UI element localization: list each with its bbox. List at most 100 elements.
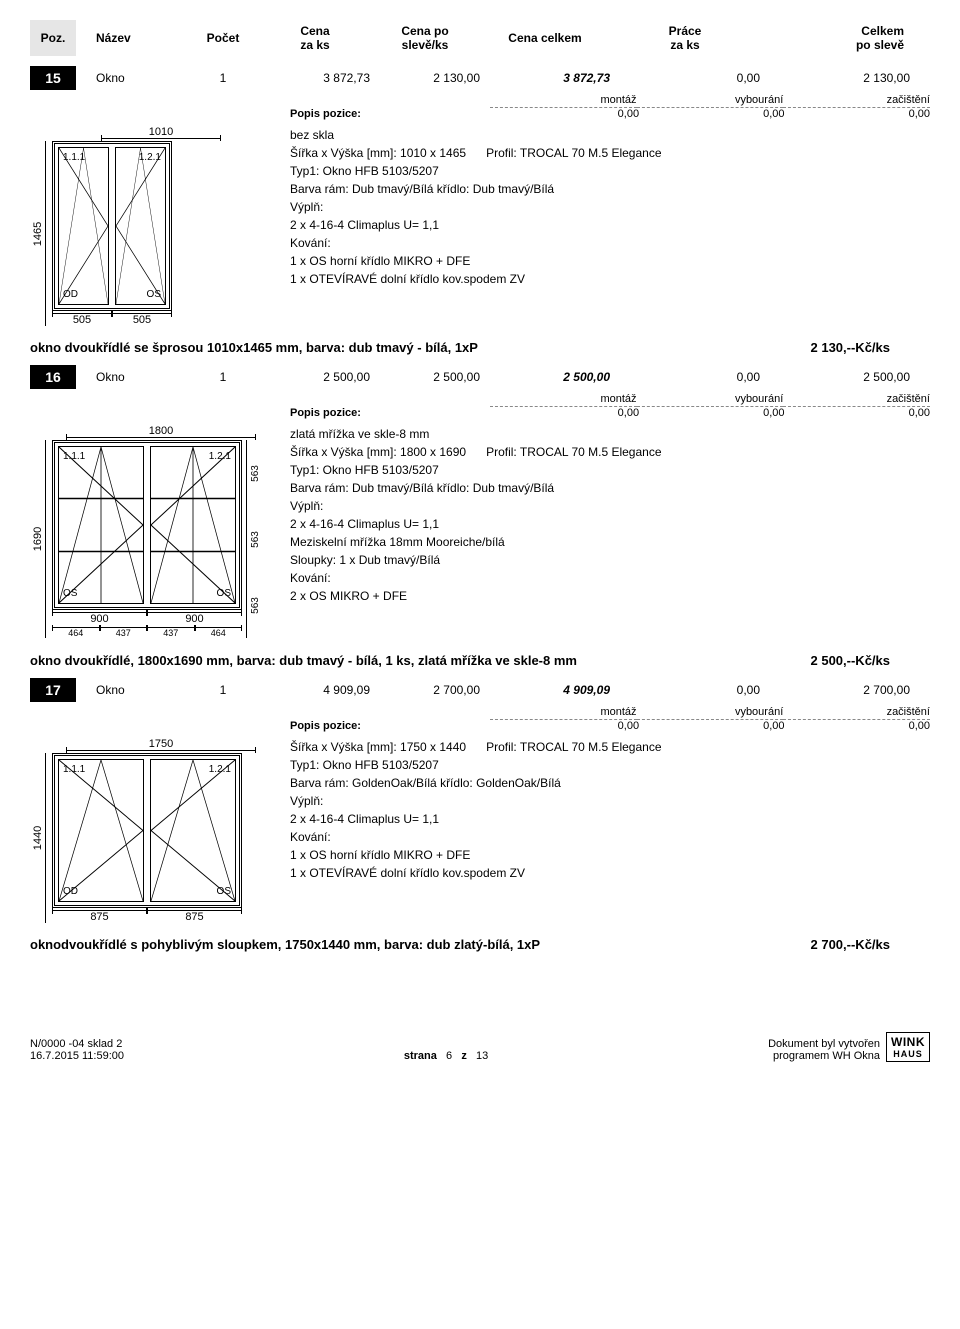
label-montaz: montáž: [490, 94, 637, 108]
desc-size: Šířka x Výška [mm]: 1010 x 1465: [290, 146, 466, 160]
desc-vypln-h: Výplň:: [290, 792, 930, 810]
footer-pagenum: strana 6 z 13: [404, 1050, 488, 1062]
sash-right: 1.2.1 OS: [150, 759, 236, 902]
sub-values-row: Popis pozice: 0,00 0,00 0,00: [30, 720, 930, 732]
hdr-line: Práce: [612, 24, 758, 38]
window-lines-icon: [59, 148, 108, 304]
window-frame-icon: 1.1.1 OD 1.2.1 OS: [52, 141, 172, 311]
position-badge: 17: [30, 678, 76, 702]
desc-size-row: Šířka x Výška [mm]: 1750 x 1440 Profil: …: [290, 738, 930, 756]
item-price-unit: 3 872,73: [260, 71, 370, 85]
desc-pre: bez skla: [290, 126, 930, 144]
dim-grille-bottom: 464: [195, 627, 243, 638]
label-vybourani: vybourání: [637, 393, 784, 407]
sash-code: 1.2.1: [139, 152, 161, 163]
desc-typ: Typ1: Okno HFB 5103/5207: [290, 461, 930, 479]
table-header: Poz. Název Počet Cena za ks Cena po slev…: [30, 20, 930, 56]
sub-values-row: Popis pozice: 0,00 0,00 0,00: [30, 407, 930, 419]
label-montaz: montáž: [490, 706, 637, 720]
sash-left: 1.1.1 OD: [58, 759, 144, 902]
summary-text: okno dvoukřídlé se šprosou 1010x1465 mm,…: [30, 340, 478, 355]
item-name: Okno: [76, 370, 186, 384]
page-current: 6: [446, 1050, 452, 1062]
item-body: 1010 1465 1.1.1 OD: [30, 126, 930, 326]
hdr-line: slevě/ks: [372, 38, 478, 52]
dim-bottom: 900: [52, 612, 147, 625]
sub-labels-row: montáž vybourání začištění: [30, 706, 930, 720]
desc-profil: Profil: TROCAL 70 M.5 Elegance: [486, 445, 661, 459]
grille-seg: 563: [246, 506, 264, 572]
page-footer: N/0000 -04 sklad 2 16.7.2015 11:59:00 st…: [0, 1032, 960, 1074]
desc-size: Šířka x Výška [mm]: 1800 x 1690: [290, 445, 466, 459]
logo-icon: WINK HAUS: [886, 1032, 930, 1062]
item-row: 15 Okno 1 3 872,73 2 130,00 3 872,73 0,0…: [30, 66, 930, 355]
item-summary: oknodvoukřídlé s pohyblivým sloupkem, 17…: [30, 937, 930, 952]
hdr-cena-ks: Cena za ks: [260, 20, 370, 56]
hdr-line: po slevě: [762, 38, 904, 52]
val-montaz: 0,00: [494, 108, 639, 120]
val-montaz: 0,00: [494, 407, 639, 419]
window-diagram: 1750 1440 1.1.1 OD: [30, 738, 270, 923]
label-vybourani: vybourání: [637, 706, 784, 720]
sash-type: OS: [147, 289, 161, 300]
dim-bottom: 900: [147, 612, 242, 625]
desc-typ: Typ1: Okno HFB 5103/5207: [290, 756, 930, 774]
grille-seg: 563: [246, 440, 264, 506]
val-vybourani: 0,00: [639, 720, 784, 732]
item-header-row: 16 Okno 1 2 500,00 2 500,00 2 500,00 0,0…: [30, 365, 930, 389]
item-price-total: 3 872,73: [480, 71, 610, 85]
dim-left: 1465: [32, 141, 46, 326]
sub-values-row: Popis pozice: 0,00 0,00 0,00: [30, 108, 930, 120]
sub-labels-row: montáž vybourání začištění: [30, 393, 930, 407]
dim-bottom: 875: [52, 910, 147, 923]
desc-vypln-h: Výplň:: [290, 198, 930, 216]
item-price-discount: 2 500,00: [370, 370, 480, 384]
dim-left: 1440: [32, 753, 46, 923]
item-description: zlatá mřížka ve skle-8 mm Šířka x Výška …: [270, 425, 930, 639]
dim-left: 1690: [32, 440, 46, 638]
sub-labels-row: montáž vybourání začištění: [30, 94, 930, 108]
desc-kovani-h: Kování:: [290, 569, 930, 587]
hdr-pocet: Počet: [186, 20, 260, 56]
hdr-prace: Práce za ks: [610, 20, 760, 56]
item-row: 16 Okno 1 2 500,00 2 500,00 2 500,00 0,0…: [30, 365, 930, 668]
popis-label: Popis pozice:: [30, 407, 368, 419]
summary-price: 2 500,--Kč/ks: [811, 653, 891, 668]
sash-type: OS: [217, 886, 231, 897]
hdr-line: za ks: [612, 38, 758, 52]
position-badge: 16: [30, 365, 76, 389]
val-zacisteni: 0,00: [785, 108, 930, 120]
desc-profil: Profil: TROCAL 70 M.5 Elegance: [486, 146, 661, 160]
hdr-celkem: Celkem po slevě: [760, 20, 910, 56]
window-diagram: 1800 1690 1.1.1 OS: [30, 425, 270, 639]
desc-kovani-h: Kování:: [290, 234, 930, 252]
desc-size-row: Šířka x Výška [mm]: 1800 x 1690 Profil: …: [290, 443, 930, 461]
summary-price: 2 130,--Kč/ks: [811, 340, 891, 355]
page-total: 13: [476, 1050, 488, 1062]
desc-kovani: 1 x OTEVÍRAVÉ dolní křídlo kov.spodem ZV: [290, 864, 930, 882]
desc-barva: Barva rám: Dub tmavý/Bílá křídlo: Dub tm…: [290, 180, 930, 198]
footer-timestamp: 16.7.2015 11:59:00: [30, 1050, 124, 1062]
item-work: 0,00: [610, 683, 760, 697]
footer-left: N/0000 -04 sklad 2 16.7.2015 11:59:00: [30, 1038, 124, 1062]
desc-size: Šířka x Výška [mm]: 1750 x 1440: [290, 740, 466, 754]
sash-code: 1.1.1: [63, 152, 85, 163]
summary-text: oknodvoukřídlé s pohyblivým sloupkem, 17…: [30, 937, 540, 952]
item-description: bez skla Šířka x Výška [mm]: 1010 x 1465…: [270, 126, 930, 326]
dim-bottom: 505: [52, 313, 112, 326]
label: z: [461, 1050, 467, 1062]
dim-grille-bottom: 464: [52, 627, 100, 638]
dim-grille-bottom: 437: [100, 627, 148, 638]
desc-vypln-h: Výplň:: [290, 497, 930, 515]
item-description: Šířka x Výška [mm]: 1750 x 1440 Profil: …: [270, 738, 930, 923]
item-header-row: 17 Okno 1 4 909,09 2 700,00 4 909,09 0,0…: [30, 678, 930, 702]
label-zacisteni: začištění: [783, 393, 930, 407]
desc-kovani: 1 x OS horní křídlo MIKRO + DFE: [290, 846, 930, 864]
desc-mrizka: Meziskelní mřížka 18mm Mooreiche/bílá: [290, 533, 930, 551]
footer-credit: Dokument byl vytvořen: [768, 1038, 880, 1050]
desc-barva: Barva rám: GoldenOak/Bílá křídlo: Golden…: [290, 774, 930, 792]
val-zacisteni: 0,00: [785, 407, 930, 419]
hdr-line: Cena po: [372, 24, 478, 38]
hdr-line: Celkem: [762, 24, 904, 38]
grille-seg: 563: [246, 572, 264, 638]
